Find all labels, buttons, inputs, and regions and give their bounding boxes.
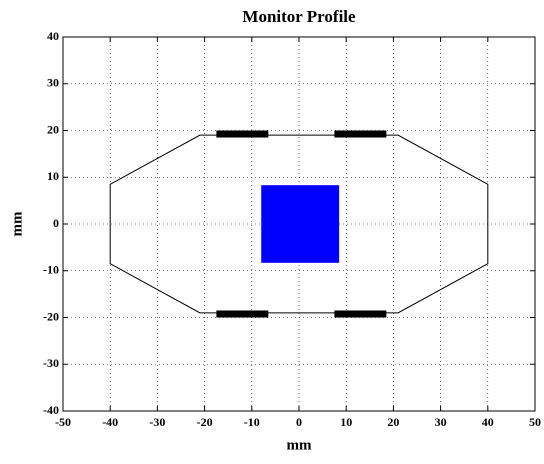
y-tick-label: -30: [43, 356, 59, 370]
rect: [216, 310, 269, 318]
x-tick-label: 30: [435, 415, 447, 429]
y-tick-label: -40: [43, 403, 59, 417]
y-tick-label: 10: [47, 169, 59, 183]
rect: [334, 130, 387, 138]
y-axis-label: mm: [9, 211, 25, 236]
x-tick-label: 50: [529, 415, 541, 429]
rect: [334, 310, 387, 318]
y-tick-label: -20: [43, 309, 59, 323]
x-tick-label: -30: [149, 415, 165, 429]
x-tick-label: 40: [482, 415, 494, 429]
x-tick-label: 20: [387, 415, 399, 429]
y-tick-label: -10: [43, 263, 59, 277]
y-tick-label: 40: [47, 29, 59, 43]
x-tick-label: 0: [296, 415, 302, 429]
x-tick-label: -10: [244, 415, 260, 429]
x-tick-label: -20: [197, 415, 213, 429]
x-tick-label: 10: [340, 415, 352, 429]
x-tick-label: -40: [102, 415, 118, 429]
x-axis-label: mm: [287, 437, 312, 453]
rect: [216, 130, 269, 138]
rect: [261, 185, 340, 263]
axes-box: [62, 36, 536, 412]
x-tick-label: -50: [55, 415, 71, 429]
y-tick-label: 20: [47, 122, 59, 136]
chart-title: Monitor Profile: [242, 7, 356, 26]
y-tick-label: 30: [47, 76, 59, 90]
y-tick-label: 0: [53, 216, 59, 230]
